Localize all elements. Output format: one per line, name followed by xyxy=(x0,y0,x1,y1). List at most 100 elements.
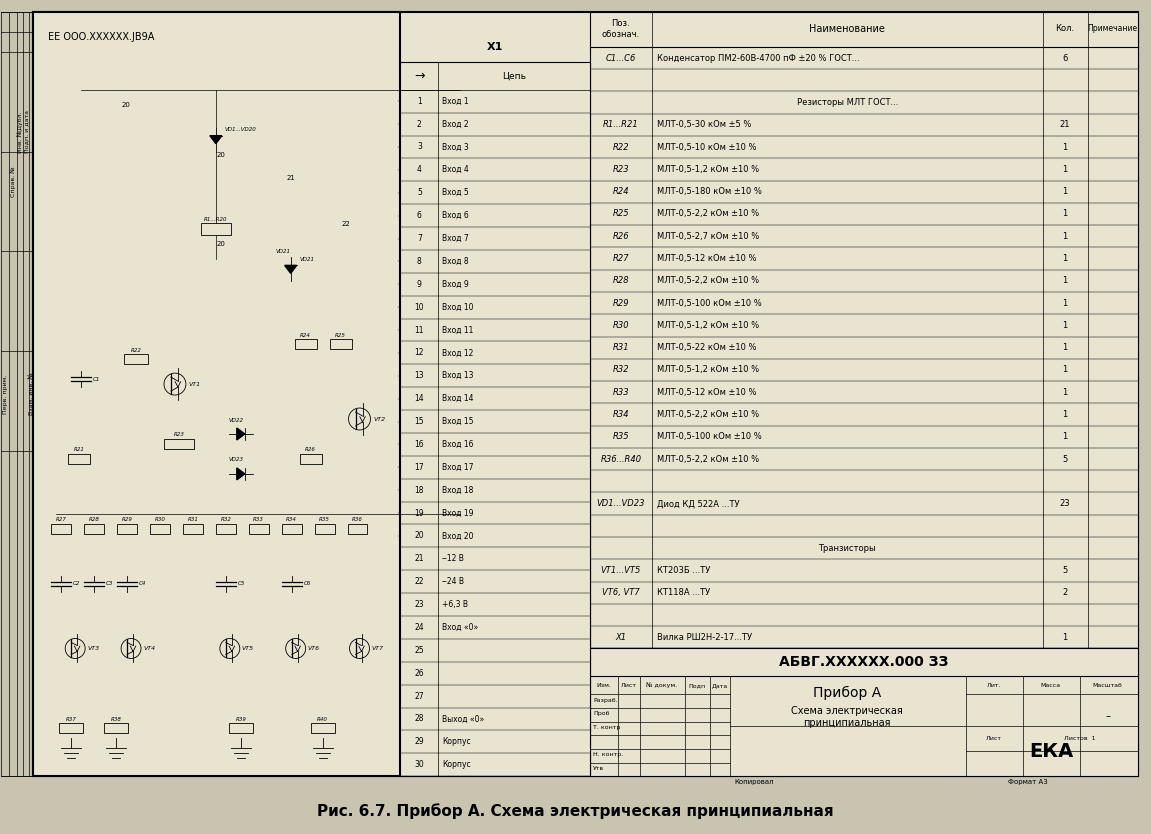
Text: Утв: Утв xyxy=(593,766,604,771)
Bar xyxy=(348,524,367,534)
Text: МЛТ-0,5-2,2 кОм ±10 %: МЛТ-0,5-2,2 кОм ±10 % xyxy=(657,455,759,464)
Text: 16: 16 xyxy=(414,440,425,449)
Text: Примечание: Примечание xyxy=(1088,24,1138,33)
Text: Перв. прим.: Перв. прим. xyxy=(2,374,8,414)
Text: Поз.
обознач.: Поз. обознач. xyxy=(602,19,640,38)
Bar xyxy=(299,454,321,464)
Bar xyxy=(295,339,317,349)
Text: 21: 21 xyxy=(287,174,295,181)
Text: МЛТ-0,5-180 кОм ±10 %: МЛТ-0,5-180 кОм ±10 % xyxy=(657,187,762,196)
Text: R39: R39 xyxy=(235,716,246,721)
Text: Н. контр.: Н. контр. xyxy=(593,752,623,757)
Text: Вход 20: Вход 20 xyxy=(442,531,474,540)
Text: Вход 5: Вход 5 xyxy=(442,188,470,198)
Text: Вход 12: Вход 12 xyxy=(442,349,474,358)
Text: 1: 1 xyxy=(1062,143,1067,152)
Text: ‒12 В: ‒12 В xyxy=(442,555,464,563)
Text: № докум.: № докум. xyxy=(646,682,677,688)
Bar xyxy=(201,224,231,235)
Polygon shape xyxy=(284,265,297,274)
Text: Вход 11: Вход 11 xyxy=(442,325,474,334)
Text: принципиальная: принципиальная xyxy=(803,718,891,728)
Text: VD21: VD21 xyxy=(299,257,314,262)
Text: Вход 3: Вход 3 xyxy=(442,143,470,152)
Text: 5: 5 xyxy=(1062,566,1067,575)
Text: VD21: VD21 xyxy=(275,249,290,254)
Bar xyxy=(59,723,83,733)
Text: VT1...VT5: VT1...VT5 xyxy=(601,566,641,575)
Text: МЛТ-0,5-12 кОм ±10 %: МЛТ-0,5-12 кОм ±10 % xyxy=(657,254,756,263)
Text: Листов  1: Листов 1 xyxy=(1064,736,1096,741)
Text: 12: 12 xyxy=(414,349,424,358)
Text: Лист: Лист xyxy=(986,736,1003,741)
Text: Вход 15: Вход 15 xyxy=(442,417,474,426)
Text: R36...R40: R36...R40 xyxy=(601,455,641,464)
Text: X1: X1 xyxy=(487,42,503,52)
Text: VT4: VT4 xyxy=(143,646,155,651)
Text: 1: 1 xyxy=(1062,365,1067,374)
Text: МЛТ-0,5-1,2 кОм ±10 %: МЛТ-0,5-1,2 кОм ±10 % xyxy=(657,321,759,330)
Text: C4: C4 xyxy=(139,581,146,586)
Bar xyxy=(163,439,193,449)
Text: VD1...VD20: VD1...VD20 xyxy=(224,128,257,133)
Text: X1: X1 xyxy=(616,633,626,642)
Polygon shape xyxy=(237,468,245,480)
Text: МЛТ-0,5-2,7 кОм ±10 %: МЛТ-0,5-2,7 кОм ±10 % xyxy=(657,232,759,241)
Bar xyxy=(229,723,253,733)
Text: Диод КД 522А ...ТУ: Диод КД 522А ...ТУ xyxy=(657,499,739,508)
Bar xyxy=(590,12,1137,649)
Text: 21: 21 xyxy=(414,555,424,563)
Text: 6: 6 xyxy=(1062,53,1067,63)
Text: Справ. №: Справ. № xyxy=(10,166,16,197)
Text: МЛТ-0,5-1,2 кОм ±10 %: МЛТ-0,5-1,2 кОм ±10 % xyxy=(657,365,759,374)
Text: МЛТ-0,5-10 кОм ±10 %: МЛТ-0,5-10 кОм ±10 % xyxy=(657,143,756,152)
Text: R33: R33 xyxy=(612,388,630,397)
Text: Вход 10: Вход 10 xyxy=(442,303,474,312)
Bar xyxy=(52,524,71,534)
Text: R35: R35 xyxy=(612,432,630,441)
Text: Резисторы МЛТ ГОСТ...: Резисторы МЛТ ГОСТ... xyxy=(796,98,898,107)
Text: –: – xyxy=(1105,711,1111,721)
Text: R21: R21 xyxy=(74,447,85,452)
Text: R23: R23 xyxy=(174,433,184,438)
Text: R33: R33 xyxy=(253,517,265,522)
Text: R32: R32 xyxy=(612,365,630,374)
Text: VT2: VT2 xyxy=(373,416,386,421)
Text: Проб: Проб xyxy=(593,711,610,716)
Text: ЕКА: ЕКА xyxy=(1030,741,1074,761)
Text: +6,3 В: +6,3 В xyxy=(442,600,468,609)
Text: C1...C6: C1...C6 xyxy=(605,53,637,63)
Text: R26: R26 xyxy=(612,232,630,241)
Text: R31: R31 xyxy=(188,517,198,522)
Text: Вход 1: Вход 1 xyxy=(442,97,468,106)
Text: Подп: Подп xyxy=(688,683,706,688)
Text: Формат А3: Формат А3 xyxy=(1008,779,1049,785)
Text: C5: C5 xyxy=(238,581,245,586)
Text: 2: 2 xyxy=(417,119,421,128)
Text: ‒24 В: ‒24 В xyxy=(442,577,464,586)
Text: 7: 7 xyxy=(417,234,421,243)
Text: 24: 24 xyxy=(414,623,425,632)
Text: VT6, VT7: VT6, VT7 xyxy=(602,588,640,597)
Text: VD1...VD23: VD1...VD23 xyxy=(596,499,646,508)
Text: КТ118А ...ТУ: КТ118А ...ТУ xyxy=(657,588,710,597)
Text: 15: 15 xyxy=(414,417,425,426)
Text: R37: R37 xyxy=(66,716,77,721)
Bar xyxy=(590,649,1137,776)
Text: 6: 6 xyxy=(417,211,421,220)
Text: 2: 2 xyxy=(1062,588,1067,597)
Text: 20: 20 xyxy=(414,531,425,540)
Text: R30: R30 xyxy=(612,321,630,330)
Text: VT6: VT6 xyxy=(307,646,320,651)
Text: 27: 27 xyxy=(414,691,425,701)
Text: R23: R23 xyxy=(612,165,630,174)
Text: 21: 21 xyxy=(1060,120,1070,129)
Bar xyxy=(401,62,590,776)
Text: 23: 23 xyxy=(414,600,425,609)
Text: Вход 9: Вход 9 xyxy=(442,279,470,289)
Text: R29: R29 xyxy=(612,299,630,308)
Text: Вход 6: Вход 6 xyxy=(442,211,470,220)
Text: Т. контр: Т. контр xyxy=(593,725,620,730)
Text: Разраб.: Разраб. xyxy=(593,698,618,703)
Text: R27: R27 xyxy=(55,517,67,522)
